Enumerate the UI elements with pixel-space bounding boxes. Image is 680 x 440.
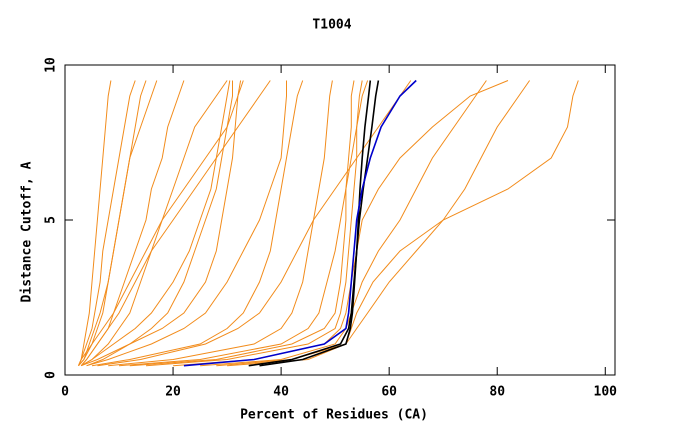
x-tick-label: 100 xyxy=(594,385,618,400)
series-line xyxy=(86,80,233,367)
x-tick-label: 60 xyxy=(381,385,397,400)
series-line xyxy=(97,80,412,367)
series-line xyxy=(248,80,372,367)
series-line xyxy=(78,80,147,367)
chart-title: T1004 xyxy=(312,18,351,33)
series-line xyxy=(78,80,244,366)
y-tick-label: 5 xyxy=(44,216,59,224)
series-line xyxy=(108,80,333,367)
y-tick-label: 0 xyxy=(44,371,59,379)
y-axis-label: Distance Cutoff, A xyxy=(20,161,35,302)
x-tick-label: 0 xyxy=(61,385,69,400)
x-tick-label: 40 xyxy=(273,385,289,400)
x-tick-label: 80 xyxy=(489,385,505,400)
x-tick-label: 20 xyxy=(165,385,181,400)
series-line xyxy=(78,80,136,366)
series-line xyxy=(259,80,380,367)
series-line xyxy=(86,80,287,367)
series-line xyxy=(200,80,487,367)
series-line xyxy=(78,80,112,366)
series-line xyxy=(118,80,369,367)
x-axis-label: Percent of Residues (CA) xyxy=(240,408,428,423)
series-line xyxy=(80,80,228,367)
y-tick-label: 10 xyxy=(44,57,59,73)
series-line xyxy=(173,80,509,367)
series-line xyxy=(80,80,271,367)
series-line xyxy=(227,80,579,367)
series-line xyxy=(183,79,417,367)
series-line xyxy=(129,80,355,367)
series-line xyxy=(145,80,363,367)
series-line xyxy=(91,80,304,367)
series-line xyxy=(80,80,231,367)
